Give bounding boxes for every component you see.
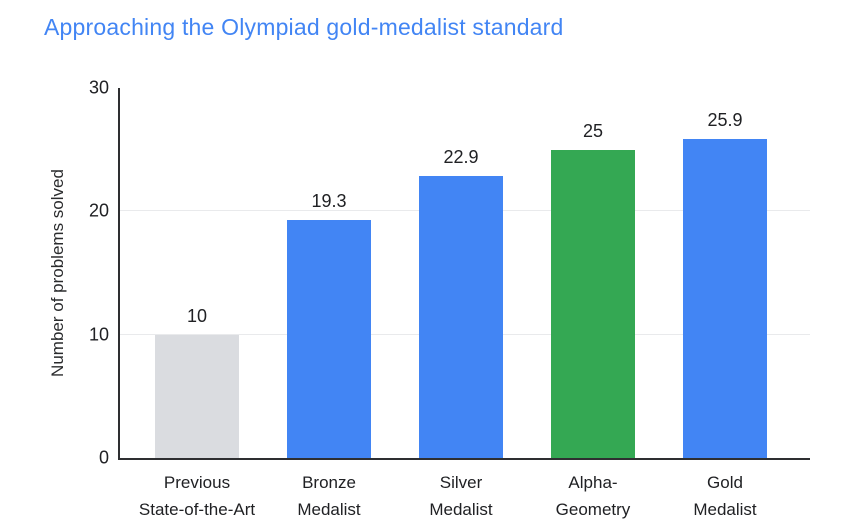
- bar-value-label: 25: [582, 120, 604, 141]
- chart-title: Approaching the Olympiad gold-medalist s…: [44, 14, 564, 40]
- bar: [419, 175, 503, 458]
- category-label: Alpha- Geometry: [555, 473, 631, 519]
- y-axis-tick-label: 20: [88, 200, 109, 221]
- category-label: Silver Medalist: [429, 473, 493, 519]
- bar: [287, 219, 371, 458]
- bar: [551, 149, 635, 458]
- y-axis-tick-label: 0: [98, 447, 109, 468]
- category-label: Gold Medalist: [693, 473, 757, 519]
- bar: [683, 138, 767, 458]
- category-label: Bronze Medalist: [297, 473, 361, 519]
- bar-value-label: 10: [186, 305, 208, 326]
- bar-value-label: 19.3: [311, 190, 347, 211]
- plot-area: Number of problems solved 0 10 20 30 10 Previ…: [48, 78, 810, 519]
- y-axis-title: Number of problems solved: [48, 169, 67, 377]
- bar-value-label: 22.9: [443, 146, 479, 167]
- y-axis-tick-label: 10: [88, 324, 109, 345]
- bar: [155, 334, 239, 458]
- bar-value-label: 25.9: [707, 109, 743, 130]
- category-label: Previous State-of-the-Art: [138, 473, 256, 519]
- y-axis-tick-label: 30: [88, 77, 109, 98]
